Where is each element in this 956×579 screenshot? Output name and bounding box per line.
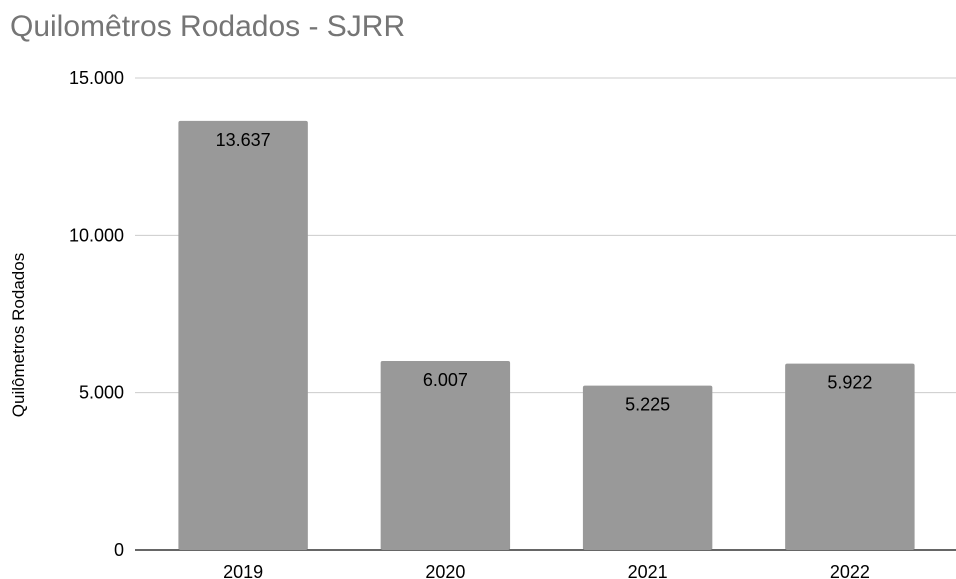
bar-value-label: 5.922 (827, 373, 872, 393)
bar (582, 385, 713, 550)
x-tick-label: 2021 (628, 562, 668, 579)
chart-title: Quilomêtros Rodados - SJRR (10, 10, 406, 43)
x-tick-label: 2020 (425, 562, 465, 579)
y-tick-label: 0 (114, 540, 124, 560)
bar-value-label: 13.637 (216, 130, 271, 150)
y-axis-title: Quilômetros Rodados (9, 253, 28, 417)
y-tick-label: 5.000 (79, 383, 124, 403)
labels: 0 5.000 10.000 15.000 13.637 2019 6.007 2020 5.2… (69, 68, 872, 579)
bars (178, 120, 915, 550)
x-tick-label: 2022 (830, 562, 870, 579)
bar-value-label: 6.007 (423, 370, 468, 390)
y-tick-label: 10.000 (69, 225, 124, 245)
x-tick-label: 2019 (223, 562, 263, 579)
bar (785, 363, 915, 550)
bar (380, 360, 511, 550)
bar-value-label: 5.225 (625, 395, 670, 415)
y-tick-label: 15.000 (69, 68, 124, 88)
bar (178, 120, 308, 550)
